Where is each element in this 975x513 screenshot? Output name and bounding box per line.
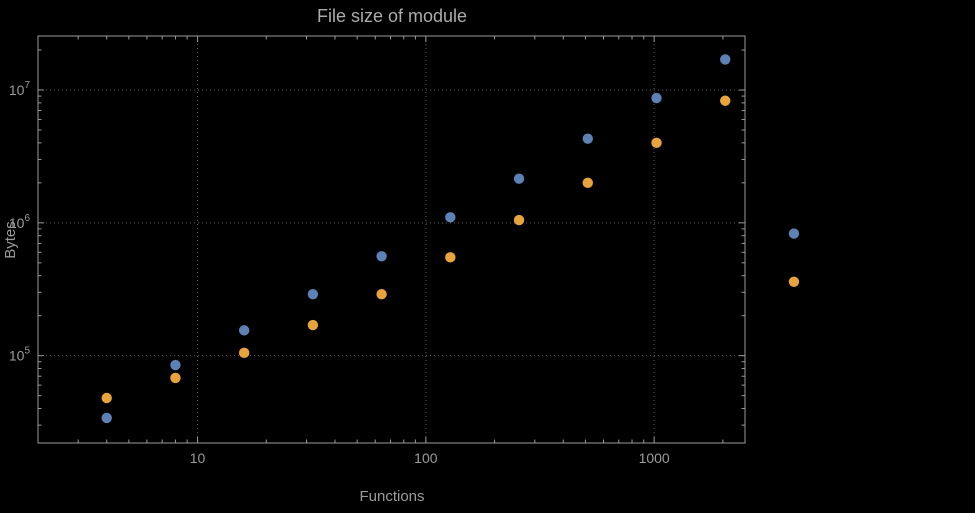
data-point [582,177,593,189]
y-tick-label: 106 [9,213,31,231]
data-point [445,252,456,263]
x-tick-label: 1000 [639,450,670,466]
data-point [720,54,731,65]
data-point [307,289,319,300]
data-point [445,212,456,223]
data-point [101,412,112,424]
data-point [376,289,387,300]
grid-layer [38,36,745,443]
plot-frame [37,35,746,444]
data-point [720,95,731,106]
data-point [582,133,593,144]
data-point [513,214,525,226]
data-point [170,372,181,384]
chart-title: File size of module [317,6,467,26]
data-point [513,173,525,184]
data-point [170,359,181,371]
data-point [307,319,319,331]
x-tick-label: 100 [414,450,438,466]
x-tick-label: 10 [190,450,206,466]
x-axis-label: Functions [359,488,424,505]
y-tick-label: 107 [9,80,31,98]
points-layer [101,54,800,424]
data-point [651,137,662,149]
frame-layer [37,35,746,444]
data-point [788,276,800,287]
tick-label-layer: 10 100 1000 105 106 107 [9,80,670,466]
data-point [101,392,112,404]
data-point [238,325,250,336]
data-point [788,228,800,239]
y-tick-label: 105 [9,346,31,364]
y-axis-label: Bytes [2,221,19,259]
data-point [651,92,662,104]
data-point [238,347,250,359]
data-point [376,251,387,262]
